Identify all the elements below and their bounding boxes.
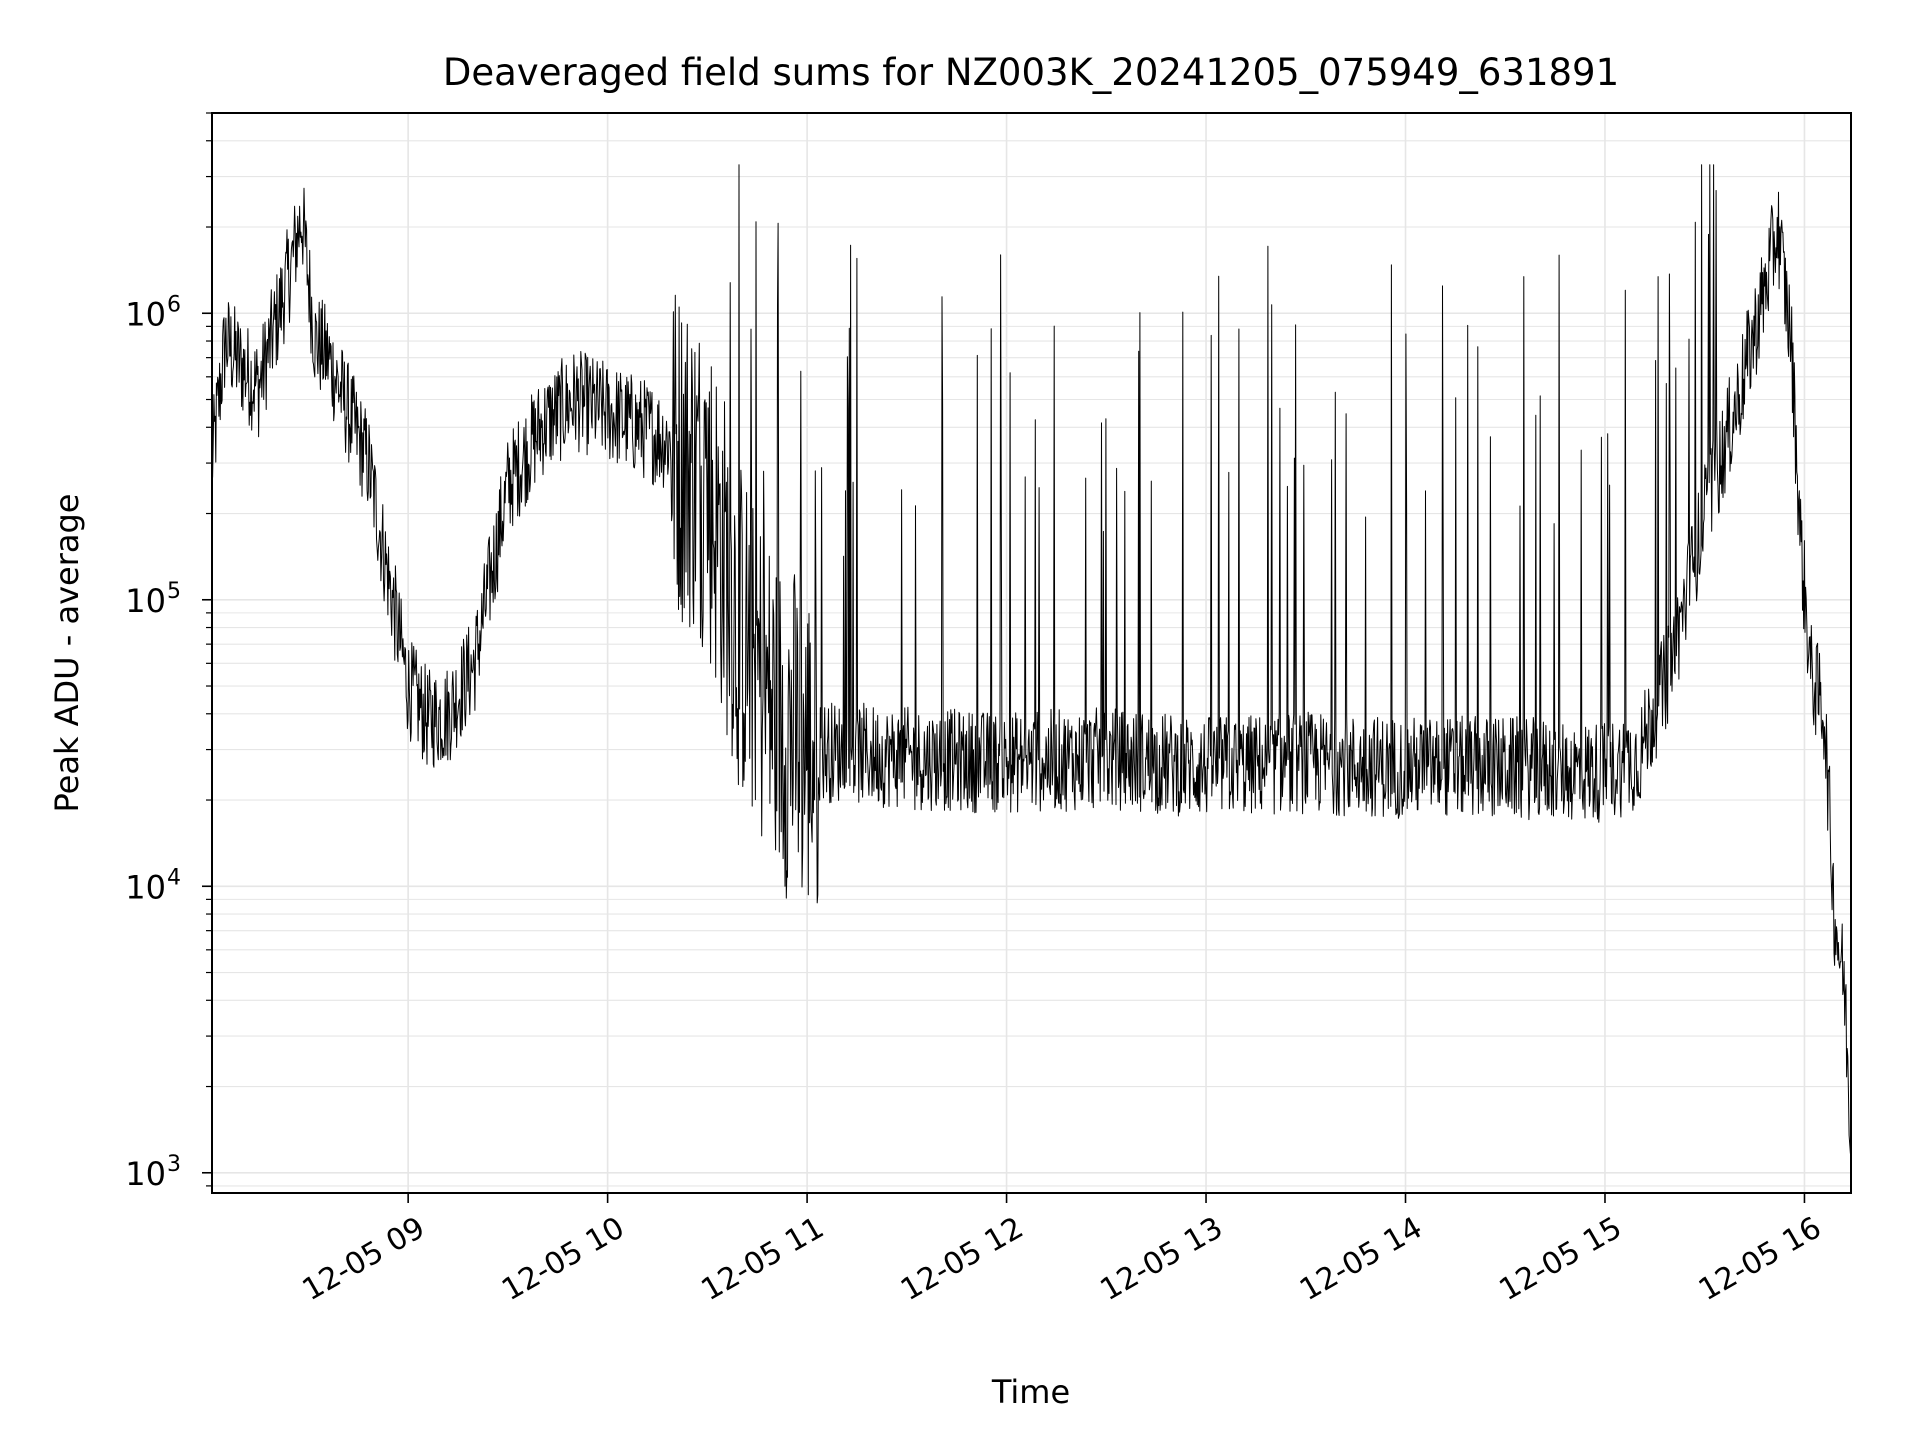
chart-title: Deaveraged field sums for NZ003K_2024120… <box>443 51 1619 94</box>
y-tick-label-exponent: 3 <box>167 1152 181 1177</box>
y-tick-label-exponent: 6 <box>167 292 181 317</box>
plot-frame <box>211 112 1852 1194</box>
y-tick-label: 10 <box>125 295 166 333</box>
y-axis-label: Peak ADU - average <box>48 494 86 813</box>
x-axis-label: Time <box>991 1373 1070 1411</box>
grid <box>212 112 1851 1193</box>
y-tick-label-exponent: 4 <box>167 865 181 890</box>
y-tick-label: 10 <box>125 868 166 906</box>
y-tick-label-exponent: 5 <box>167 579 181 604</box>
y-tick-label: 10 <box>125 582 166 620</box>
series-line <box>211 164 1852 1154</box>
plot-area <box>211 164 1852 1154</box>
y-tick-label: 10 <box>125 1155 166 1193</box>
